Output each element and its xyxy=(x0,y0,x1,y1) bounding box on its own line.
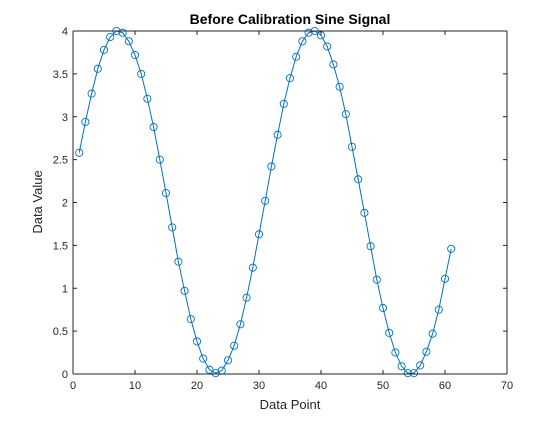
y-tick-label: 3.5 xyxy=(53,69,68,81)
x-tick-label: 40 xyxy=(315,380,327,392)
data-point-marker xyxy=(254,230,264,239)
y-tick-label: 1.5 xyxy=(53,240,68,252)
data-point-marker xyxy=(124,37,133,46)
data-point-marker xyxy=(174,257,183,266)
data-point-marker xyxy=(285,74,295,83)
data-point-marker xyxy=(391,348,400,357)
ticks-layer: 0 10 20 30 40 50 60 70 0 0.5 1 1.5 2 2.5 3 3.5 4 xyxy=(53,26,513,392)
x-tick-label: 30 xyxy=(253,380,265,392)
data-point-marker xyxy=(248,263,257,272)
data-point-marker xyxy=(434,305,443,314)
y-tick-label: 0 xyxy=(62,369,68,381)
data-point-marker xyxy=(99,45,109,54)
y-axis-label: Data Value xyxy=(30,170,45,233)
y-tick-label: 3 xyxy=(62,112,68,124)
data-point-marker xyxy=(341,110,350,119)
data-point-marker xyxy=(161,189,171,198)
data-point-marker xyxy=(242,293,251,302)
data-point-marker xyxy=(273,130,282,139)
data-point-marker xyxy=(403,369,412,378)
y-tick-label: 4 xyxy=(62,26,68,38)
data-point-marker xyxy=(409,369,419,378)
data-point-marker xyxy=(422,347,431,356)
x-tick-label: 70 xyxy=(501,380,513,392)
data-point-marker xyxy=(335,82,344,91)
data-point-marker xyxy=(279,99,288,108)
data-point-marker xyxy=(87,89,96,98)
series-line xyxy=(78,30,452,374)
y-tick-label: 2.5 xyxy=(53,155,68,167)
data-point-marker xyxy=(75,148,84,157)
data-point-marker xyxy=(143,94,152,103)
data-point-marker xyxy=(428,329,437,338)
data-point-marker xyxy=(130,50,140,60)
data-point-marker xyxy=(118,28,127,37)
data-point-marker xyxy=(93,64,102,73)
data-point-marker xyxy=(372,275,381,284)
data-point-marker xyxy=(230,341,239,350)
x-axis-label: Data Point xyxy=(260,397,321,412)
data-point-marker xyxy=(168,223,177,232)
x-tick-label: 20 xyxy=(191,380,203,392)
x-tick-label: 50 xyxy=(377,380,389,392)
data-point-marker xyxy=(360,208,369,217)
data-point-marker xyxy=(267,162,276,171)
data-point-marker xyxy=(378,303,388,313)
data-point-marker xyxy=(180,286,189,295)
y-tick-label: 2 xyxy=(62,198,68,210)
data-point-marker xyxy=(354,175,363,184)
data-point-marker xyxy=(81,117,90,126)
x-tick-label: 0 xyxy=(70,380,76,392)
data-point-marker xyxy=(149,122,158,132)
data-point-marker xyxy=(261,196,270,205)
data-point-marker xyxy=(397,362,406,371)
data-point-marker xyxy=(304,28,313,37)
data-point-marker xyxy=(223,356,233,365)
data-point-marker xyxy=(199,354,208,363)
data-point-marker xyxy=(366,242,375,251)
y-tick-label: 1 xyxy=(62,283,68,295)
data-point-marker xyxy=(298,37,307,46)
chart-title: Before Calibration Sine Signal xyxy=(190,11,391,27)
data-point-marker xyxy=(323,42,332,51)
data-point-marker xyxy=(186,315,195,324)
data-point-marker xyxy=(329,60,338,69)
x-tick-label: 60 xyxy=(439,380,451,392)
data-point-marker xyxy=(416,361,425,370)
data-point-marker xyxy=(137,69,146,78)
data-point-marker xyxy=(205,365,214,374)
plot-area xyxy=(73,31,507,374)
data-point-marker xyxy=(440,274,450,283)
x-tick-label: 10 xyxy=(129,380,141,392)
data-point-marker xyxy=(106,32,115,42)
data-point-marker xyxy=(347,142,357,151)
y-tick-label: 0.5 xyxy=(53,326,68,338)
data-point-marker xyxy=(236,320,245,329)
series-layer xyxy=(75,26,456,378)
data-point-marker xyxy=(192,337,202,346)
data-point-marker xyxy=(385,328,394,337)
data-point-marker xyxy=(292,52,301,61)
data-point-marker xyxy=(155,155,164,164)
data-point-marker xyxy=(447,244,456,253)
